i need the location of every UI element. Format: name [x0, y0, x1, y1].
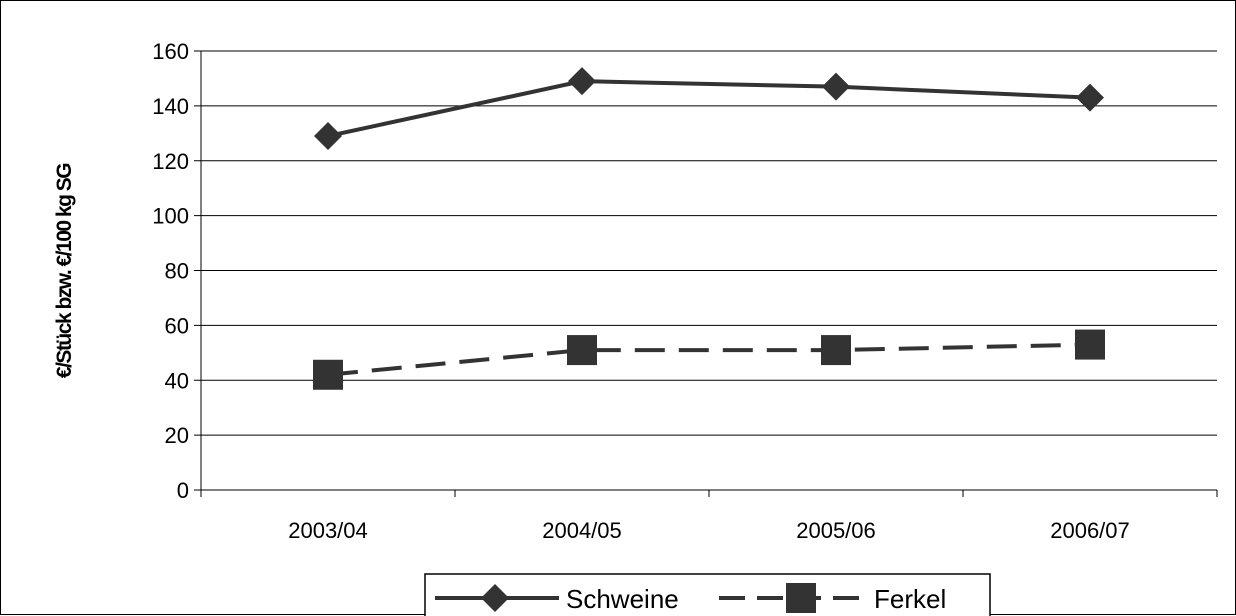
x-tick-labels: 2003/04 2004/05 2005/06 2006/07: [288, 518, 1130, 543]
y-axis-title: €/Stück bzw. €/100 kg SG: [53, 163, 76, 378]
series-line: [327, 79, 1091, 139]
y-tick-label: 0: [177, 478, 189, 503]
legend-label: Schweine: [566, 584, 679, 614]
data-point: [314, 122, 342, 151]
y-tick-labels: 0 20 40 60 80 100 120 140 160: [152, 39, 189, 503]
data-point: [568, 67, 596, 96]
series-layer: [313, 67, 1105, 390]
x-tick-label: 2006/07: [1050, 518, 1130, 543]
legend-marker: [786, 583, 816, 613]
legend-item-schweine: Schweine: [435, 584, 679, 614]
grid-lines: [201, 50, 1217, 436]
data-point: [567, 335, 597, 366]
y-tick-label: 120: [152, 149, 189, 174]
y-tick-label: 20: [165, 423, 189, 448]
legend: Schweine Ferkel: [424, 573, 991, 616]
data-point: [313, 359, 343, 390]
x-tick-label: 2004/05: [542, 518, 622, 543]
legend-marker: [481, 584, 509, 612]
y-tick-label: 40: [165, 368, 189, 393]
y-tick-label: 160: [152, 39, 189, 64]
y-tick-label: 140: [152, 94, 189, 119]
data-point: [1076, 83, 1104, 112]
y-tick-label: 60: [165, 313, 189, 338]
legend-label: Ferkel: [874, 584, 946, 614]
data-point: [821, 335, 851, 366]
axes: [194, 50, 1218, 497]
data-point: [1075, 329, 1105, 360]
x-tick-label: 2003/04: [288, 518, 368, 543]
series-line: [327, 342, 1091, 377]
series-schweine: [314, 67, 1104, 151]
data-point: [822, 72, 850, 101]
y-tick-label: 100: [152, 204, 189, 229]
x-tick-label: 2005/06: [796, 518, 876, 543]
legend-item-ferkel: Ferkel: [719, 583, 946, 614]
series-ferkel: [313, 329, 1105, 390]
legend-box: [424, 573, 991, 616]
y-tick-label: 80: [165, 259, 189, 284]
